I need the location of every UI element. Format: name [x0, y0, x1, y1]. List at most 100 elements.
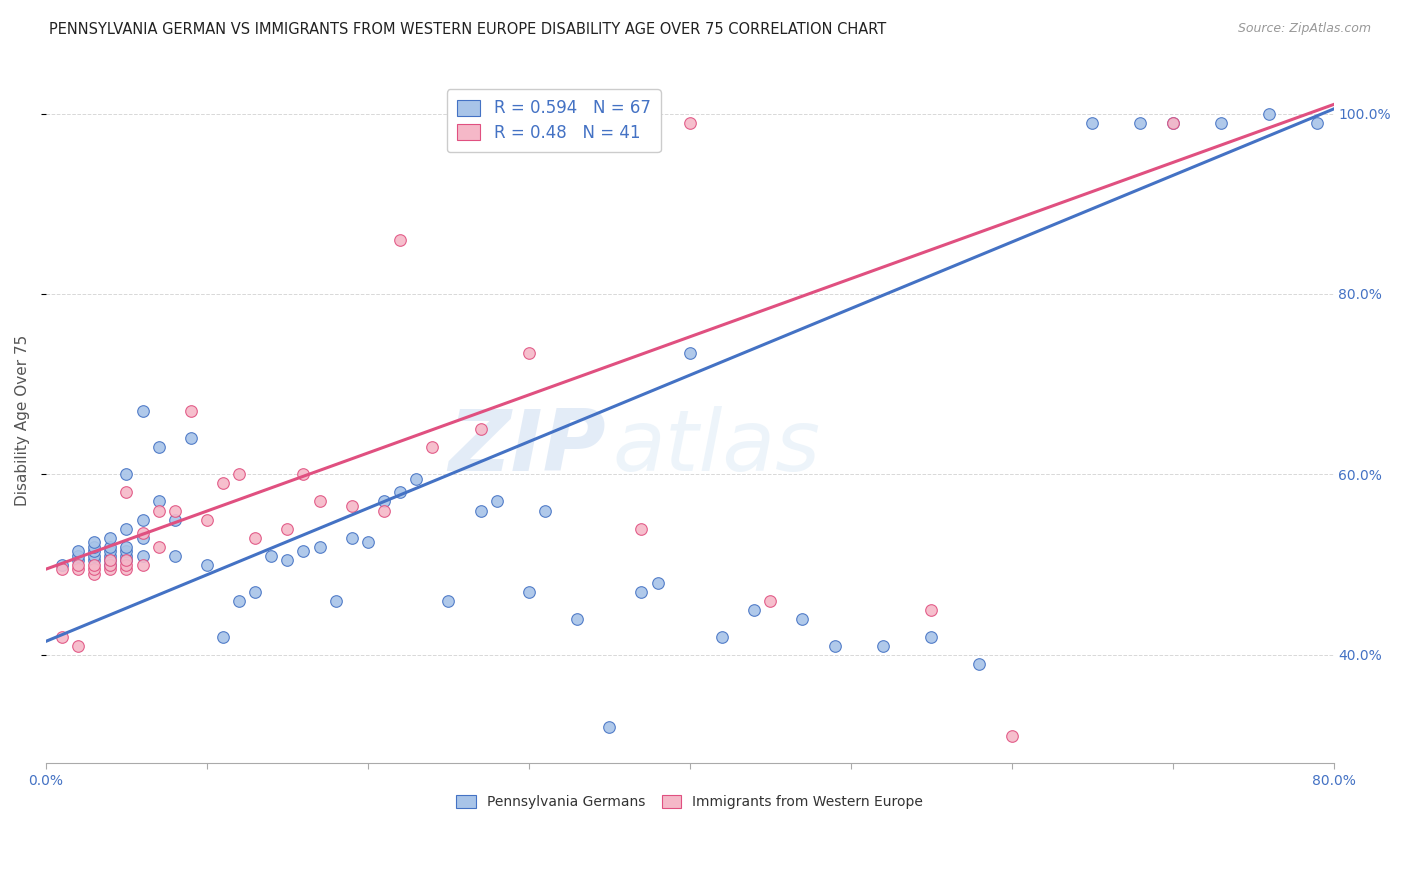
Point — [598, 720, 620, 734]
Point — [67, 562, 90, 576]
Point — [1001, 729, 1024, 743]
Point — [115, 562, 138, 576]
Point — [292, 467, 315, 482]
Point — [148, 503, 170, 517]
Point — [517, 584, 540, 599]
Point — [83, 549, 105, 563]
Text: atlas: atlas — [613, 406, 821, 489]
Point — [872, 639, 894, 653]
Point — [131, 558, 153, 572]
Point — [373, 494, 395, 508]
Point — [51, 562, 73, 576]
Point — [180, 431, 202, 445]
Point — [98, 553, 121, 567]
Point — [260, 549, 283, 563]
Point — [405, 472, 427, 486]
Point — [115, 553, 138, 567]
Point — [598, 111, 620, 125]
Point — [534, 503, 557, 517]
Point — [1161, 115, 1184, 129]
Point — [1209, 115, 1232, 129]
Point — [824, 639, 846, 653]
Point — [389, 485, 412, 500]
Text: ZIP: ZIP — [449, 406, 606, 489]
Point — [969, 657, 991, 671]
Point — [131, 512, 153, 526]
Point — [212, 630, 235, 644]
Point — [485, 494, 508, 508]
Text: Source: ZipAtlas.com: Source: ZipAtlas.com — [1237, 22, 1371, 36]
Point — [83, 566, 105, 581]
Point — [83, 540, 105, 554]
Point — [98, 531, 121, 545]
Point — [920, 603, 942, 617]
Point — [292, 544, 315, 558]
Point — [98, 562, 121, 576]
Point — [148, 540, 170, 554]
Point — [308, 540, 330, 554]
Point — [131, 549, 153, 563]
Point — [98, 558, 121, 572]
Point — [679, 345, 702, 359]
Point — [517, 345, 540, 359]
Point — [710, 630, 733, 644]
Point — [920, 630, 942, 644]
Point — [98, 540, 121, 554]
Point — [308, 494, 330, 508]
Point — [1129, 115, 1152, 129]
Point — [51, 558, 73, 572]
Point — [276, 522, 298, 536]
Point — [83, 535, 105, 549]
Point — [131, 526, 153, 541]
Point — [759, 593, 782, 607]
Point — [470, 422, 492, 436]
Point — [115, 522, 138, 536]
Point — [792, 612, 814, 626]
Point — [245, 531, 267, 545]
Point — [470, 503, 492, 517]
Point — [180, 404, 202, 418]
Point — [228, 593, 250, 607]
Point — [131, 531, 153, 545]
Point — [228, 467, 250, 482]
Point — [340, 499, 363, 513]
Point — [115, 553, 138, 567]
Point — [1161, 115, 1184, 129]
Point — [1306, 115, 1329, 129]
Legend: Pennsylvania Germans, Immigrants from Western Europe: Pennsylvania Germans, Immigrants from We… — [451, 789, 929, 814]
Point — [98, 553, 121, 567]
Point — [1258, 106, 1281, 120]
Point — [67, 639, 90, 653]
Point — [357, 535, 380, 549]
Point — [163, 503, 186, 517]
Point — [163, 549, 186, 563]
Point — [630, 584, 652, 599]
Point — [115, 544, 138, 558]
Point — [83, 553, 105, 567]
Point — [148, 494, 170, 508]
Point — [115, 540, 138, 554]
Point — [373, 503, 395, 517]
Point — [83, 544, 105, 558]
Point — [115, 485, 138, 500]
Point — [98, 558, 121, 572]
Point — [195, 558, 218, 572]
Point — [115, 467, 138, 482]
Point — [131, 404, 153, 418]
Point — [98, 549, 121, 563]
Point — [245, 584, 267, 599]
Point — [148, 441, 170, 455]
Point — [389, 233, 412, 247]
Point — [67, 553, 90, 567]
Point — [1081, 115, 1104, 129]
Point — [195, 512, 218, 526]
Point — [325, 593, 347, 607]
Point — [630, 522, 652, 536]
Point — [276, 553, 298, 567]
Point — [163, 512, 186, 526]
Point — [647, 575, 669, 590]
Point — [212, 476, 235, 491]
Point — [115, 558, 138, 572]
Point — [98, 544, 121, 558]
Point — [679, 115, 702, 129]
